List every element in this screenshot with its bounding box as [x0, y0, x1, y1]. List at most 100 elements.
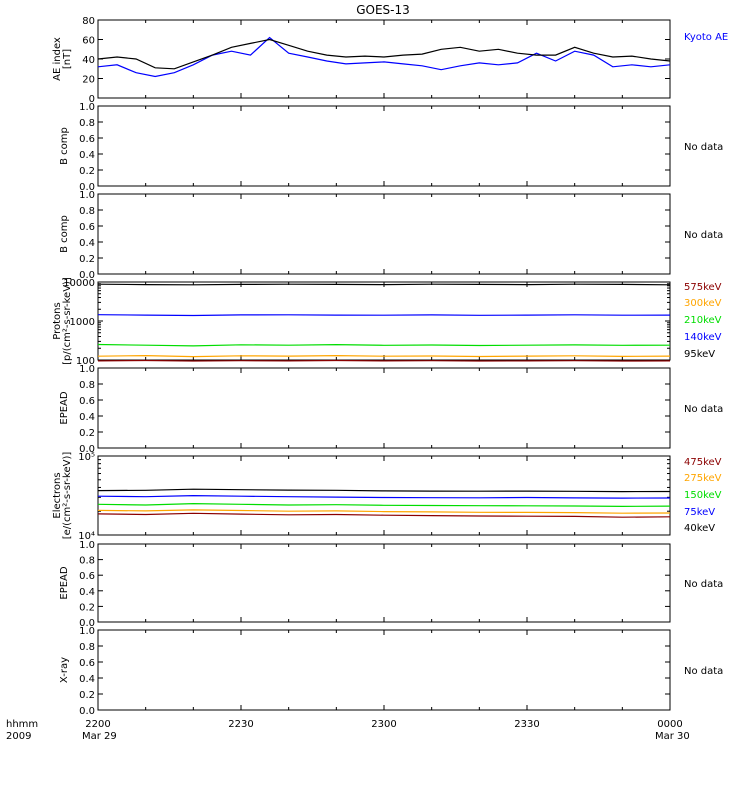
y-axis-label: EPEAD [59, 566, 70, 600]
y-tick-label: 0.4 [79, 587, 95, 598]
legend-entry: 210keV [684, 315, 722, 326]
legend-entry: 95keV [684, 349, 715, 360]
y-tick-label: 60 [82, 36, 95, 47]
series-line-275kev [97, 509, 671, 514]
no-data-status: No data [684, 230, 723, 241]
y-tick-label: 80 [82, 16, 95, 27]
end-date-label: Mar 30 [655, 731, 690, 742]
panel-8: 0.0 0.2 0.4 0.6 0.8 1.0 X-ray No data [59, 626, 723, 717]
y-axis-label: Protons [52, 302, 63, 339]
series-line-140kev [97, 314, 671, 317]
y-tick-label: 1.0 [79, 626, 95, 637]
time-axis: hhmm 2009 Mar 29 Mar 30 2200 2230 2300 2330… [6, 719, 690, 742]
y-axis-label: B comp [59, 127, 70, 165]
time-row-label-hhmm: hhmm [6, 719, 38, 730]
series-line-150kev [97, 502, 671, 508]
y-tick-label: 0.8 [79, 118, 95, 129]
y-tick-label: 0.0 [79, 706, 95, 717]
y-tick-label: 1.0 [79, 364, 95, 375]
y-tick-label: 10⁵ [78, 452, 95, 463]
time-tick-label: 2200 [85, 719, 110, 730]
y-axis-label: [e/(cm²-s-sr-keV)] [62, 452, 73, 540]
y-tick-label: 0.2 [79, 254, 95, 265]
legend-entry: 275keV [684, 473, 722, 484]
y-tick-label: 0.6 [79, 571, 95, 582]
no-data-status: No data [684, 404, 723, 415]
time-tick-label: 2230 [228, 719, 253, 730]
y-tick-label: 1.0 [79, 190, 95, 201]
panel-1: 0 20 40 60 80 AE index[nT] Kyoto AE Themis AE [52, 0, 737, 105]
series-line-475kev [97, 512, 671, 518]
y-axis-label: Electrons [52, 472, 63, 518]
y-tick-label: 0.8 [79, 556, 95, 567]
y-tick-label: 0.2 [79, 602, 95, 613]
panel-frame [97, 193, 671, 275]
y-tick-label: 10⁴ [78, 531, 95, 542]
panels: 0 20 40 60 80 AE index[nT] Kyoto AE Themis AE 0.… [52, 0, 737, 717]
time-row-label-year: 2009 [6, 731, 31, 742]
panel-2: 0.0 0.2 0.4 0.6 0.8 1.0 B comp No data [59, 102, 723, 193]
y-tick-label: 0.2 [79, 166, 95, 177]
panel-frame [97, 281, 671, 361]
plot-title: GOES-13 [356, 3, 410, 17]
start-date-label: Mar 29 [82, 731, 117, 742]
no-data-status: No data [684, 666, 723, 677]
y-axis-label: [p/(cm²-s-sr-keV)] [62, 277, 73, 365]
y-tick-label: 100 [76, 356, 95, 367]
y-tick-label: 0.8 [79, 642, 95, 653]
y-tick-label: 0.6 [79, 222, 95, 233]
series-line-themis-ae [97, 38, 671, 70]
panel-3: 0.0 0.2 0.4 0.6 0.8 1.0 B comp No data [59, 190, 723, 281]
y-axis-label: [nT] [62, 49, 73, 69]
series-line-kyoto-ae [97, 36, 671, 78]
y-tick-label: 0.4 [79, 674, 95, 685]
no-data-status: No data [684, 142, 723, 153]
y-tick-label: 0.4 [79, 412, 95, 423]
y-tick-label: 1.0 [79, 102, 95, 113]
y-tick-label: 0.2 [79, 690, 95, 701]
y-tick-label: 0.8 [79, 380, 95, 391]
y-tick-label: 0.4 [79, 150, 95, 161]
y-tick-label: 0.0 [79, 444, 95, 455]
panel-frame [97, 543, 671, 623]
series-line-75kev [97, 494, 671, 499]
y-tick-label: 20 [82, 75, 95, 86]
legend-entry: 475keV [684, 457, 722, 468]
y-tick-label: 40 [82, 55, 95, 66]
panel-frame [97, 19, 671, 99]
time-tick-label: 2300 [371, 719, 396, 730]
legend-entry: Kyoto AE [684, 32, 728, 43]
legend-entry: 140keV [684, 332, 722, 343]
panel-frame [97, 367, 671, 449]
panel-frame [97, 105, 671, 187]
time-tick-label: 0000 [657, 719, 682, 730]
no-data-status: No data [684, 579, 723, 590]
panel-6: 10⁴ 10⁵ Electrons [e/(cm²-s-sr-keV)] 475keV 2… [52, 452, 722, 542]
legend-entry: 150keV [684, 490, 722, 501]
y-axis-label: EPEAD [59, 391, 70, 425]
legend-entry: 300keV [684, 298, 722, 309]
y-tick-label: 0.0 [79, 618, 95, 629]
y-tick-label: 10000 [63, 278, 95, 289]
legend-entry: 40keV [684, 523, 715, 534]
legend-entry: 75keV [684, 507, 715, 518]
series-line-575kev [97, 359, 671, 362]
series-line-300kev [97, 354, 671, 358]
y-tick-label: 0.6 [79, 658, 95, 669]
panel-5: 0.0 0.2 0.4 0.6 0.8 1.0 EPEAD No data [59, 364, 723, 455]
y-tick-label: 0.0 [79, 270, 95, 281]
panel-7: 0.0 0.2 0.4 0.6 0.8 1.0 EPEAD No data [59, 540, 723, 629]
series-line-210kev [97, 343, 671, 347]
y-tick-label: 1.0 [79, 540, 95, 551]
y-axis-label: B comp [59, 215, 70, 253]
y-tick-label: 0.8 [79, 206, 95, 217]
y-axis-label: AE index [52, 37, 63, 81]
time-tick-label: 2330 [514, 719, 539, 730]
series-line-40kev [97, 488, 671, 493]
y-tick-label: 0.6 [79, 134, 95, 145]
panel-frame [97, 629, 671, 711]
y-tick-label: 1000 [70, 317, 95, 328]
series-line-95kev [97, 283, 671, 286]
panel-4: 100 1000 10000 Protons [p/(cm²-s-sr-keV)] 575… [52, 277, 722, 367]
